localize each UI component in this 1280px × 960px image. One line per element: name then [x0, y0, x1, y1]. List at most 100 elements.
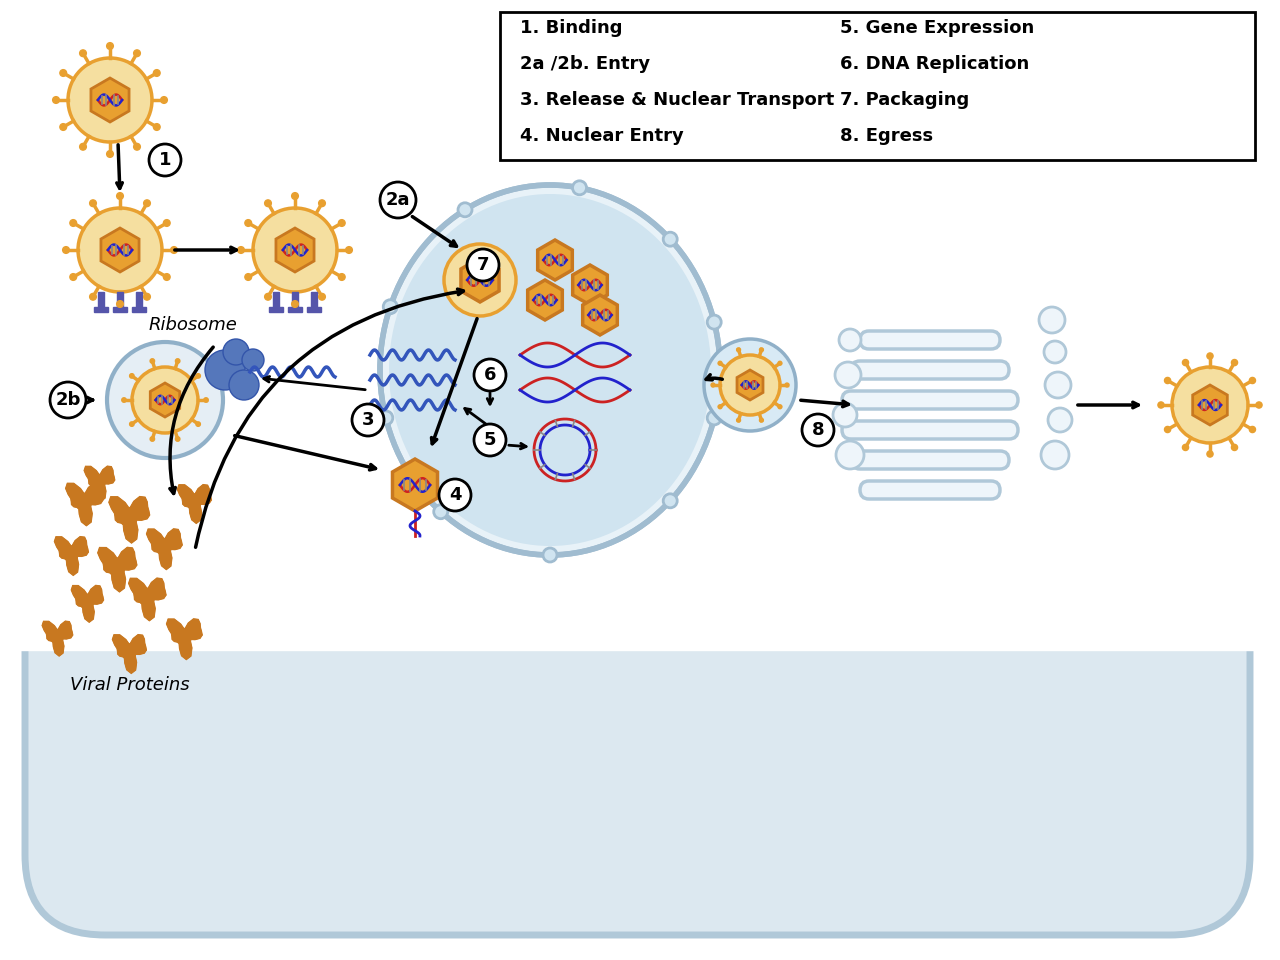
Circle shape [1165, 426, 1171, 433]
Circle shape [1183, 444, 1189, 450]
Circle shape [244, 274, 252, 280]
Circle shape [1249, 426, 1256, 433]
Text: 5. Gene Expression: 5. Gene Expression [840, 19, 1034, 37]
Circle shape [150, 359, 155, 363]
Polygon shape [91, 78, 129, 122]
Circle shape [1207, 353, 1213, 359]
Circle shape [708, 315, 721, 329]
Circle shape [1048, 408, 1073, 432]
Circle shape [196, 421, 201, 426]
Circle shape [129, 373, 134, 378]
Text: 5: 5 [484, 431, 497, 449]
Polygon shape [178, 485, 211, 523]
Bar [273, 292, 279, 308]
Circle shape [835, 362, 861, 388]
Polygon shape [166, 619, 202, 660]
Circle shape [129, 421, 134, 426]
Circle shape [1041, 441, 1069, 469]
Circle shape [736, 348, 741, 351]
Circle shape [50, 382, 86, 418]
Polygon shape [582, 295, 617, 335]
Circle shape [1044, 372, 1071, 398]
Circle shape [265, 200, 271, 206]
Circle shape [133, 50, 141, 57]
Text: 4. Nuclear Entry: 4. Nuclear Entry [520, 127, 684, 145]
Circle shape [778, 361, 782, 365]
Polygon shape [1193, 385, 1228, 425]
Circle shape [122, 397, 127, 402]
Bar [116, 292, 123, 308]
Circle shape [1172, 367, 1248, 443]
Bar [0, 0, 1280, 650]
Text: 2b: 2b [55, 391, 81, 409]
Circle shape [60, 70, 67, 77]
Circle shape [663, 232, 677, 246]
Circle shape [229, 370, 259, 400]
Text: 3: 3 [362, 411, 374, 429]
Text: 3. Release & Nuclear Transport: 3. Release & Nuclear Transport [520, 91, 835, 109]
Circle shape [338, 220, 346, 227]
Circle shape [474, 424, 506, 456]
Circle shape [1183, 359, 1189, 366]
FancyBboxPatch shape [851, 451, 1009, 469]
Circle shape [380, 182, 416, 218]
Circle shape [108, 342, 223, 458]
Circle shape [292, 300, 298, 307]
Ellipse shape [389, 194, 710, 546]
Circle shape [60, 124, 67, 131]
Circle shape [319, 294, 325, 300]
Polygon shape [527, 280, 562, 320]
Bar [95, 307, 108, 312]
Circle shape [833, 403, 858, 427]
Circle shape [379, 411, 393, 425]
Circle shape [70, 274, 77, 280]
Circle shape [133, 143, 141, 150]
Polygon shape [97, 547, 137, 591]
Circle shape [223, 339, 250, 365]
Circle shape [164, 220, 170, 227]
FancyBboxPatch shape [842, 421, 1018, 439]
Polygon shape [113, 635, 146, 673]
Circle shape [90, 200, 96, 206]
Circle shape [663, 493, 677, 508]
Bar [269, 307, 283, 312]
Circle shape [106, 151, 114, 157]
Circle shape [170, 247, 178, 253]
Circle shape [778, 405, 782, 409]
Circle shape [161, 97, 168, 104]
FancyBboxPatch shape [851, 361, 1009, 379]
Circle shape [1231, 359, 1238, 366]
FancyBboxPatch shape [26, 40, 1251, 935]
Circle shape [704, 339, 796, 431]
Circle shape [1044, 341, 1066, 363]
Text: 8. Egress: 8. Egress [840, 127, 933, 145]
Text: 2a /2b. Entry: 2a /2b. Entry [520, 55, 650, 73]
Circle shape [292, 193, 298, 200]
Circle shape [154, 124, 160, 131]
Circle shape [52, 97, 59, 104]
Circle shape [63, 247, 69, 253]
Circle shape [352, 404, 384, 436]
Polygon shape [461, 258, 499, 302]
Text: 7: 7 [476, 256, 489, 274]
Circle shape [338, 274, 346, 280]
Circle shape [150, 437, 155, 442]
Polygon shape [572, 265, 607, 305]
Text: Viral Proteins: Viral Proteins [70, 676, 189, 694]
Circle shape [759, 348, 763, 351]
Circle shape [444, 244, 516, 316]
Circle shape [1231, 444, 1238, 450]
Text: 7. Packaging: 7. Packaging [840, 91, 969, 109]
Circle shape [175, 359, 180, 363]
Circle shape [1039, 307, 1065, 333]
Circle shape [106, 42, 114, 49]
Polygon shape [538, 240, 572, 280]
Circle shape [346, 247, 352, 253]
Circle shape [79, 50, 86, 57]
Circle shape [90, 294, 96, 300]
Circle shape [116, 300, 123, 307]
Text: Ribosome: Ribosome [148, 316, 237, 334]
Circle shape [1158, 402, 1164, 408]
Circle shape [474, 359, 506, 391]
Polygon shape [393, 459, 438, 511]
